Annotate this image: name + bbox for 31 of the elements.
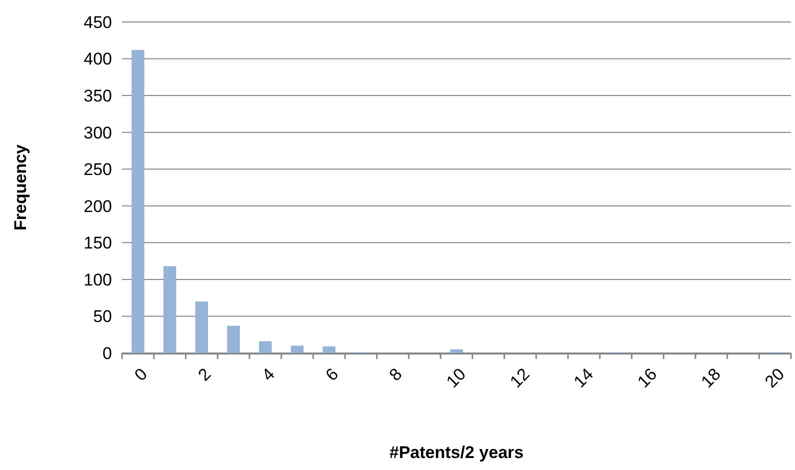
y-axis-title: Frequency xyxy=(11,144,30,230)
x-tick-label: 14 xyxy=(570,364,597,392)
y-tick-label: 100 xyxy=(84,270,112,290)
bar xyxy=(195,302,208,353)
bar xyxy=(450,349,463,353)
y-tick-label: 400 xyxy=(84,50,112,69)
x-tick-label: 2 xyxy=(194,364,215,385)
bar xyxy=(163,266,176,353)
x-tick-label: 4 xyxy=(258,364,278,385)
x-tick-label: 16 xyxy=(634,364,661,392)
bar xyxy=(322,346,336,353)
y-tick-label: 200 xyxy=(84,196,112,216)
x-axis-title: #Patents/2 years xyxy=(389,443,524,462)
bar xyxy=(132,50,144,353)
y-tick-label: 300 xyxy=(84,123,112,142)
x-tick-label: 20 xyxy=(761,364,788,392)
x-tick-label: 12 xyxy=(506,364,534,392)
bar xyxy=(290,346,304,353)
x-tick-label: 8 xyxy=(386,364,406,385)
bar xyxy=(227,326,240,353)
x-tick-label: 6 xyxy=(322,364,342,385)
y-tick-label: 350 xyxy=(84,86,112,106)
y-tick-label: 150 xyxy=(84,234,112,253)
y-tick-label: 0 xyxy=(102,344,112,363)
x-tick-label: 0 xyxy=(130,364,151,385)
x-tick-label: 18 xyxy=(698,364,724,392)
y-tick-label: 450 xyxy=(84,12,112,32)
x-tick-label: 10 xyxy=(442,364,470,392)
y-tick-label: 250 xyxy=(84,160,112,180)
y-tick-label: 50 xyxy=(93,307,112,326)
bar xyxy=(258,341,272,353)
